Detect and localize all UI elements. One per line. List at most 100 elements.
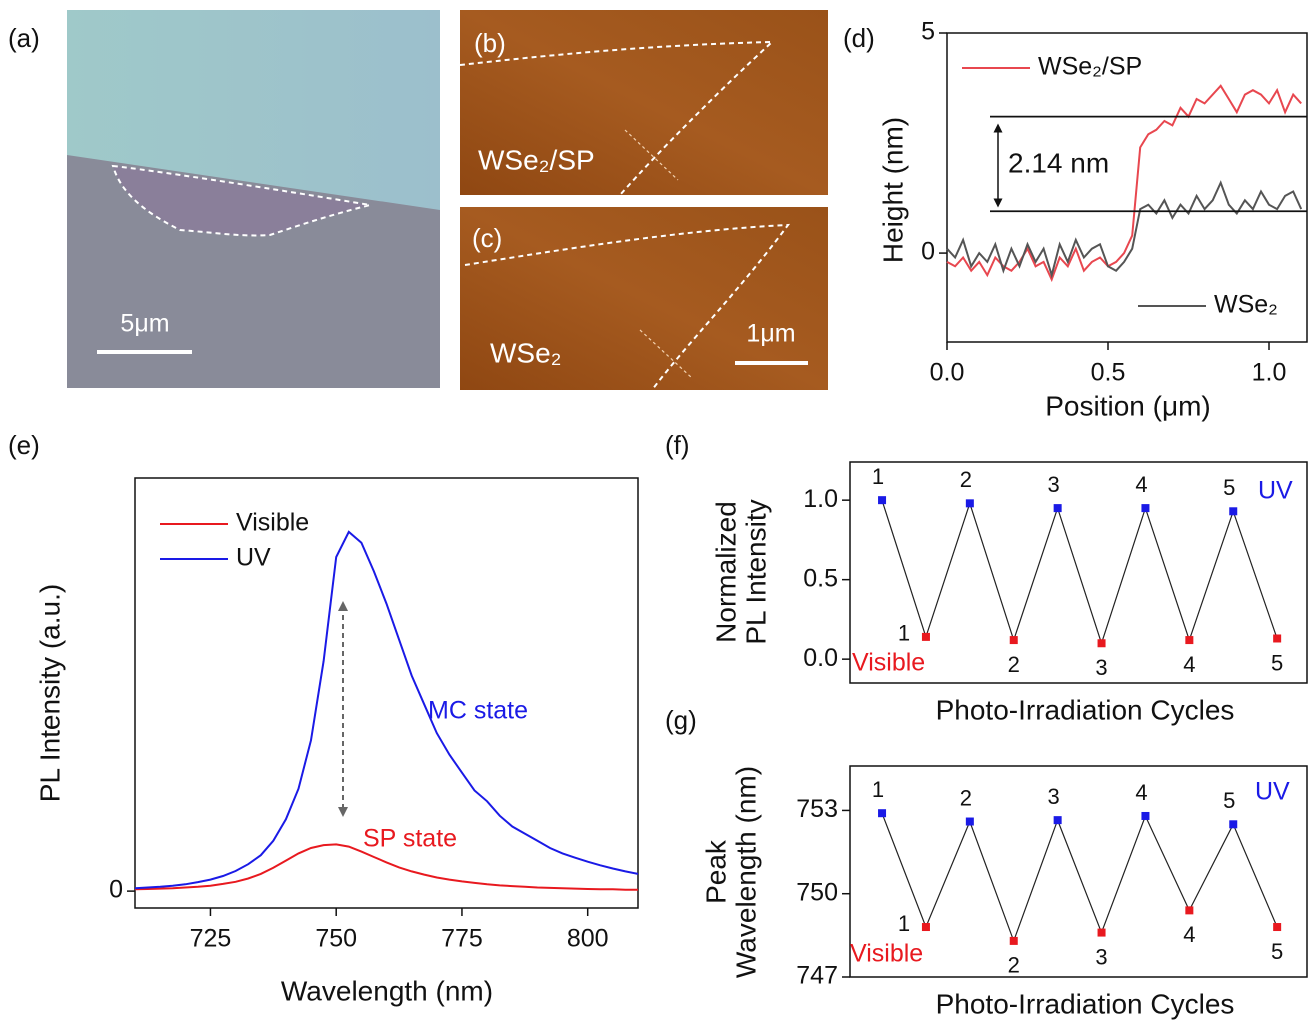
x-tick-label: 750 xyxy=(315,925,357,953)
point-label: 3 xyxy=(1048,472,1060,497)
point-label: 4 xyxy=(1183,652,1195,677)
plot-frame xyxy=(849,765,1308,978)
data-line xyxy=(134,530,639,890)
data-point xyxy=(1097,928,1106,937)
legend-label: Visible xyxy=(852,649,925,677)
data-point xyxy=(1141,811,1150,820)
data-point xyxy=(965,499,974,508)
scale-bar-label: 5μm xyxy=(120,310,169,338)
y-axis-title: Height (nm) xyxy=(877,117,908,263)
y-tick-label: 753 xyxy=(796,795,838,823)
optical-image: 5μm xyxy=(67,10,440,388)
legend-label: Visible xyxy=(850,940,923,968)
y-axis-title: Peak xyxy=(700,839,731,904)
y-tick-label: 750 xyxy=(796,878,838,906)
panel-label: (g) xyxy=(665,705,697,735)
legend-label: UV xyxy=(236,544,271,572)
data-point xyxy=(921,632,930,641)
data-point xyxy=(1141,504,1150,513)
y-tick-label: 0 xyxy=(921,238,935,266)
data-point xyxy=(1097,639,1106,648)
point-label: 2 xyxy=(1008,652,1020,677)
y-tick-label: 0.0 xyxy=(803,644,838,672)
x-axis-title: Photo-Irradiation Cycles xyxy=(936,988,1235,1019)
image-annotation: WSe₂ xyxy=(490,337,562,368)
data-point xyxy=(1229,507,1238,516)
data-point xyxy=(1053,816,1062,825)
point-label: 2 xyxy=(1008,953,1020,978)
annotation: 2.14 nm xyxy=(1008,147,1109,178)
panel-label: (c) xyxy=(472,223,502,253)
y-tick-label: 747 xyxy=(796,962,838,990)
y-axis-title: Wavelength (nm) xyxy=(730,766,761,978)
data-point xyxy=(878,809,887,818)
data-point xyxy=(1185,906,1194,915)
point-label: 1 xyxy=(872,777,884,802)
afm-image: (b) WSe₂/SP xyxy=(459,10,828,196)
data-point xyxy=(921,923,930,932)
x-axis-title: Position (μm) xyxy=(1045,390,1211,421)
y-tick-label: 1.0 xyxy=(803,485,838,513)
annotation: MC state xyxy=(428,697,528,725)
point-label: 3 xyxy=(1048,784,1060,809)
point-label: 5 xyxy=(1271,939,1283,964)
x-tick-label: 775 xyxy=(441,925,483,953)
panel-label: (b) xyxy=(474,28,506,58)
y-tick-label: 0.5 xyxy=(803,564,838,592)
point-label: 4 xyxy=(1135,472,1147,497)
data-point xyxy=(1009,936,1018,945)
y-tick-label: 5 xyxy=(921,18,935,46)
point-label: 4 xyxy=(1183,922,1195,947)
data-line xyxy=(946,84,1302,283)
point-label: 5 xyxy=(1223,475,1235,500)
data-line xyxy=(134,843,638,891)
x-tick-label: 725 xyxy=(190,925,232,953)
point-label: 1 xyxy=(898,911,910,936)
point-label: 4 xyxy=(1135,780,1147,805)
point-label: 3 xyxy=(1095,655,1107,680)
y-axis-title: PL Intensity xyxy=(740,499,771,644)
data-point xyxy=(1009,636,1018,645)
afm-image: (c) WSe₂ 1μm xyxy=(460,207,828,391)
data-point xyxy=(878,496,887,505)
x-tick-label: 1.0 xyxy=(1252,359,1287,387)
point-label: 2 xyxy=(960,467,972,492)
annotation: SP state xyxy=(363,825,457,853)
legend-label: Visible xyxy=(236,509,309,537)
data-line xyxy=(946,180,1303,279)
plot-frame xyxy=(134,477,639,909)
point-label: 5 xyxy=(1223,788,1235,813)
x-axis-title: Photo-Irradiation Cycles xyxy=(936,694,1235,725)
data-point xyxy=(1185,636,1194,645)
panel-label: (d) xyxy=(843,23,875,53)
point-label: 1 xyxy=(872,464,884,489)
x-tick-label: 0.5 xyxy=(1091,359,1126,387)
x-axis-title: Wavelength (nm) xyxy=(281,975,493,1006)
legend-label: WSe₂/SP xyxy=(1038,53,1142,81)
x-tick-label: 800 xyxy=(567,925,609,953)
image-annotation: WSe₂/SP xyxy=(478,144,595,175)
y-axis-title: PL Intensity (a.u.) xyxy=(34,584,65,802)
legend-label: UV xyxy=(1258,477,1293,505)
x-tick-label: 0.0 xyxy=(930,359,965,387)
point-label: 5 xyxy=(1271,650,1283,675)
connector-line xyxy=(881,812,1278,943)
panel-label: (f) xyxy=(665,430,690,460)
plot-frame xyxy=(946,32,1308,343)
legend-label: UV xyxy=(1255,778,1290,806)
connector-line xyxy=(881,500,1278,646)
y-tick-label: 0 xyxy=(109,876,123,904)
data-point xyxy=(965,817,974,826)
data-point xyxy=(1273,923,1282,932)
point-label: 1 xyxy=(898,621,910,646)
y-axis-title: Normalized xyxy=(710,501,741,643)
plot-frame xyxy=(849,461,1308,684)
point-label: 2 xyxy=(960,785,972,810)
point-label: 3 xyxy=(1095,944,1107,969)
panel-label: (a) xyxy=(8,23,40,53)
panel-label: (e) xyxy=(8,430,40,460)
data-point xyxy=(1229,820,1238,829)
legend-label: WSe₂ xyxy=(1214,291,1278,319)
scale-bar-label: 1μm xyxy=(746,320,795,348)
